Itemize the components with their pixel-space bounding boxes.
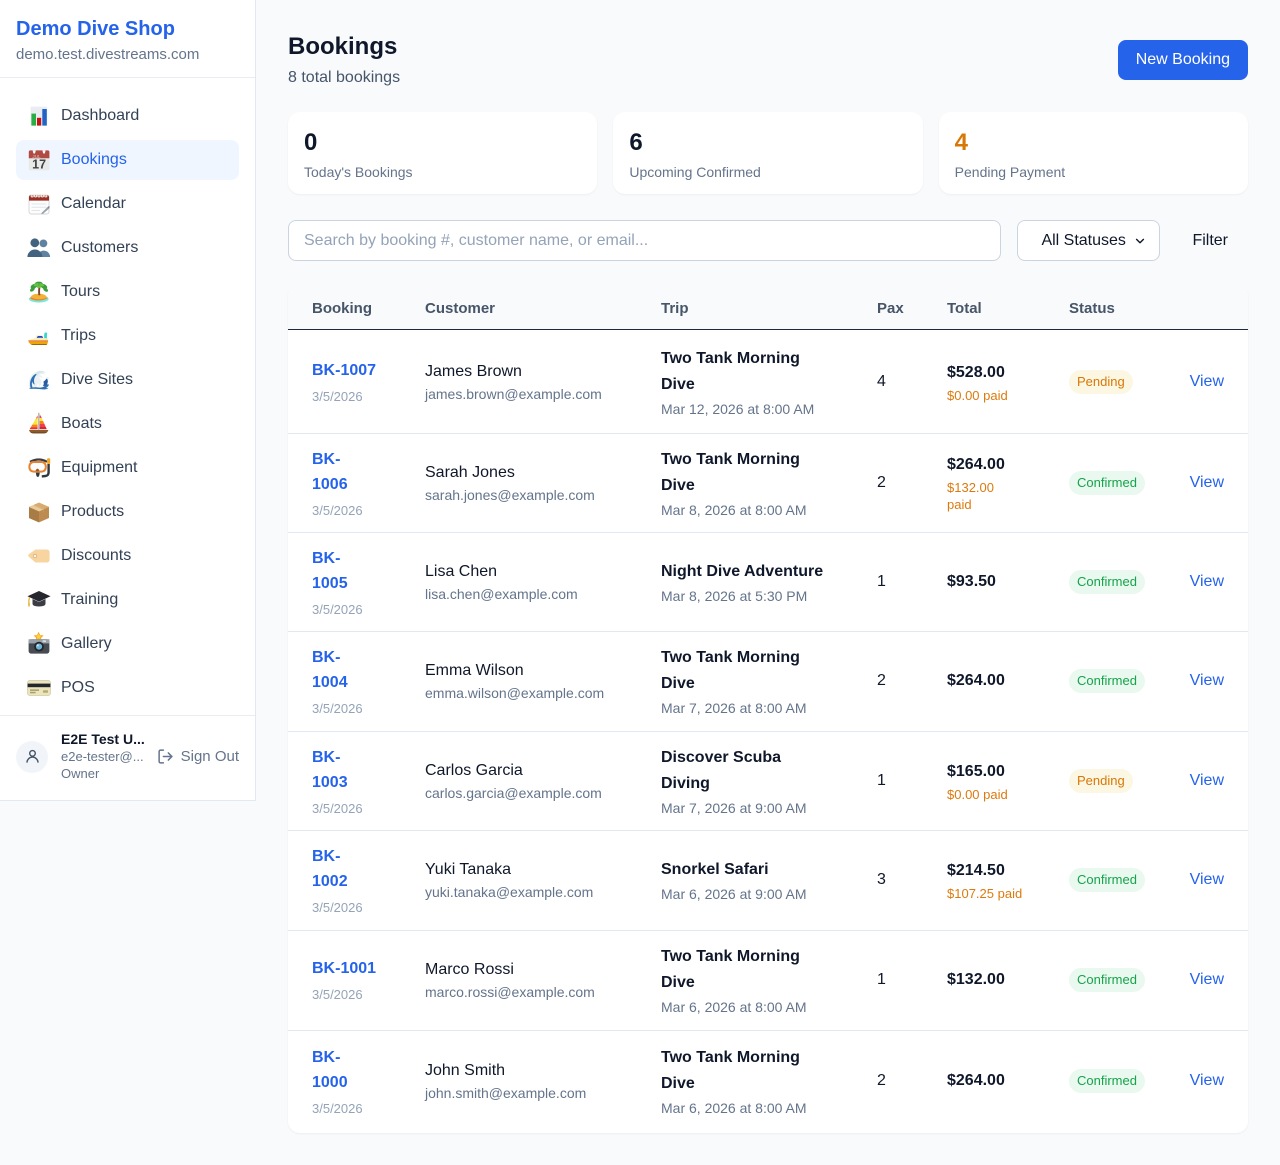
svg-text:17: 17 xyxy=(32,158,46,172)
svg-text:JUL: JUL xyxy=(32,154,41,159)
